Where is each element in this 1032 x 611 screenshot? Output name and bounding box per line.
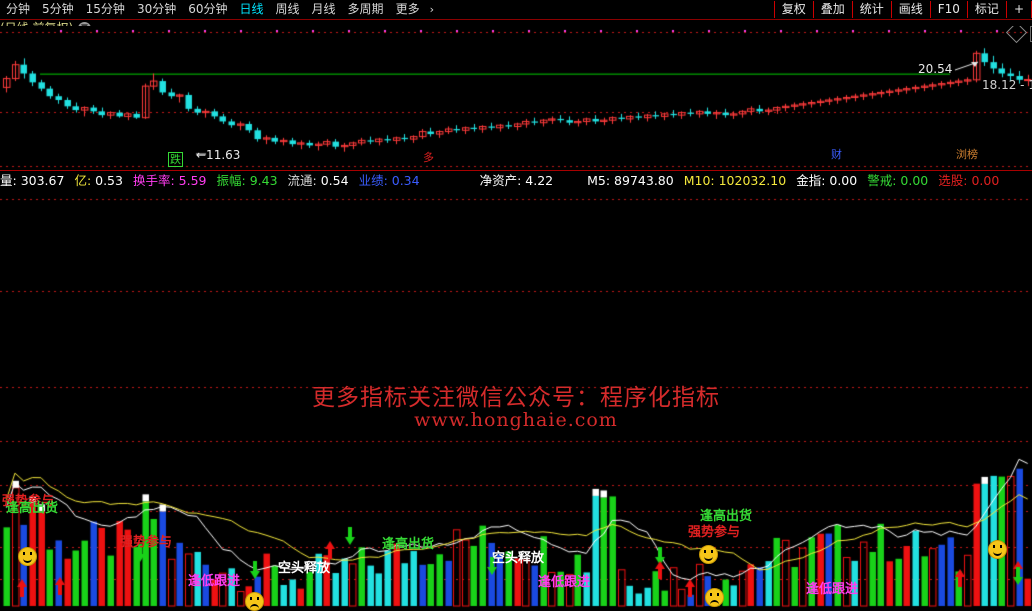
period-tab-7[interactable]: 月线 xyxy=(311,2,336,16)
signal-label-6: 空头释放 xyxy=(492,551,545,566)
more-chevron-icon[interactable]: › xyxy=(429,3,434,16)
marker-fall[interactable]: 跌 xyxy=(168,152,183,167)
marker-rank[interactable]: 浏榜 xyxy=(956,148,978,161)
corner-box-icon xyxy=(1030,26,1032,42)
stat-value-1: 0.53 xyxy=(91,173,123,188)
candle-canvas[interactable] xyxy=(0,26,1032,168)
price-annotation-low: ←11.63 xyxy=(196,148,241,162)
stat-label-11: 选股: xyxy=(938,173,968,188)
stat-label-4: 流通: xyxy=(287,173,317,188)
stat-label-5: 业绩: xyxy=(358,173,388,188)
toolbar-buttons: 复权 叠加 统计 画线 F10 标记 + xyxy=(773,0,1032,19)
smiley-face-icon xyxy=(699,545,718,564)
price-annotation-high: 20.54 xyxy=(918,62,953,76)
period-tab-1[interactable]: 5分钟 xyxy=(42,2,74,16)
toolbar-button-叠加[interactable]: 叠加 xyxy=(812,1,853,18)
candlestick-chart[interactable]: 20.54 18.12 - 1 ←11.63 跌 多 财 浏榜 xyxy=(0,26,1032,168)
period-tab-9[interactable]: 更多 xyxy=(395,2,420,16)
signal-label-7: 逢低跟进 xyxy=(538,575,591,590)
stat-label-9: 金指: xyxy=(796,173,826,188)
toolbar-button-画线[interactable]: 画线 xyxy=(890,1,931,18)
toolbar-button-复权[interactable]: 复权 xyxy=(773,1,814,18)
toolbar-button-统计[interactable]: 统计 xyxy=(851,1,892,18)
stat-value-6: 4.22 xyxy=(521,173,554,188)
sad-face-icon xyxy=(705,588,724,607)
price-annotation-right: 18.12 - 1 xyxy=(982,78,1032,92)
toolbar-button-f10[interactable]: F10 xyxy=(929,1,968,18)
watermark-line2: www.honghaie.com xyxy=(414,409,618,431)
stat-value-9: 0.00 xyxy=(825,173,858,188)
signal-label-3: 空头释放 xyxy=(278,561,331,576)
signal-label-4: 逢低跟进 xyxy=(188,574,241,589)
stat-value-10: 0.00 xyxy=(896,173,929,188)
stat-value-11: 0.00 xyxy=(967,173,1000,188)
period-tab-4[interactable]: 60分钟 xyxy=(188,2,228,16)
period-tab-3[interactable]: 30分钟 xyxy=(136,2,177,16)
volume-canvas[interactable] xyxy=(0,449,1032,610)
volume-indicator-chart[interactable] xyxy=(0,449,1032,610)
signal-label-8: 逢高出货 xyxy=(700,509,753,524)
smiley-face-icon xyxy=(18,547,37,566)
stat-value-0: 303.67 xyxy=(16,173,65,188)
stat-value-7: 89743.80 xyxy=(610,173,674,188)
stat-label-1: 亿: xyxy=(74,173,92,188)
stat-value-3: 9.43 xyxy=(245,173,278,188)
signal-label-9: 强势参与 xyxy=(688,525,741,540)
signal-label-10: 逢低跟进 xyxy=(806,582,859,597)
period-tab-2[interactable]: 15分钟 xyxy=(85,2,125,16)
stat-value-2: 5.59 xyxy=(174,173,207,188)
stat-label-7: M5: xyxy=(587,173,611,188)
period-tabs: 分钟 5分钟 15分钟 30分钟 60分钟 日线 周线 月线 多周期 更多 › xyxy=(0,0,438,19)
period-tab-6[interactable]: 周线 xyxy=(275,2,300,16)
stat-label-8: M10: xyxy=(683,173,715,188)
statistics-bar: 量: 303.67 亿: 0.53 换手率: 5.59 振幅: 9.43 流通: 0.5… xyxy=(0,170,1032,192)
stat-value-5: 0.34 xyxy=(387,173,420,188)
signal-label-5: 逢高出货 xyxy=(382,537,435,552)
stat-value-4: 0.54 xyxy=(316,173,349,188)
stat-value-8: 102032.10 xyxy=(714,173,787,188)
top-toolbar: 分钟 5分钟 15分钟 30分钟 60分钟 日线 周线 月线 多周期 更多 › 复权 叠加 统计 画线 F1… xyxy=(0,0,1032,20)
mid-grid-canvas xyxy=(0,191,1032,449)
period-tab-0[interactable]: 分钟 xyxy=(6,2,31,16)
period-tab-5[interactable]: 日线 xyxy=(239,2,264,16)
stat-label-2: 换手率: xyxy=(132,173,175,188)
toolbar-button-标记[interactable]: 标记 xyxy=(966,1,1007,18)
stat-label-10: 警戒: xyxy=(867,173,897,188)
marker-duo[interactable]: 多 xyxy=(423,151,434,164)
signal-label-0: 强势参与 xyxy=(2,494,55,509)
marker-cai[interactable]: 财 xyxy=(831,148,842,161)
stat-label-0: 量: xyxy=(0,173,17,188)
signal-label-2: 强势参与 xyxy=(120,535,173,550)
watermark-line1: 更多指标关注微信公众号：程序化指标 xyxy=(312,385,720,411)
stat-label-3: 振幅: xyxy=(216,173,246,188)
signal-label-1: 逢高出货 xyxy=(6,501,59,516)
smiley-face-icon xyxy=(988,540,1007,559)
empty-indicator-area xyxy=(0,191,1032,449)
stat-label-6: 净资产: xyxy=(479,173,522,188)
period-tab-8[interactable]: 多周期 xyxy=(347,2,384,16)
toolbar-button-+[interactable]: + xyxy=(1005,1,1032,18)
sad-face-icon xyxy=(245,592,264,611)
